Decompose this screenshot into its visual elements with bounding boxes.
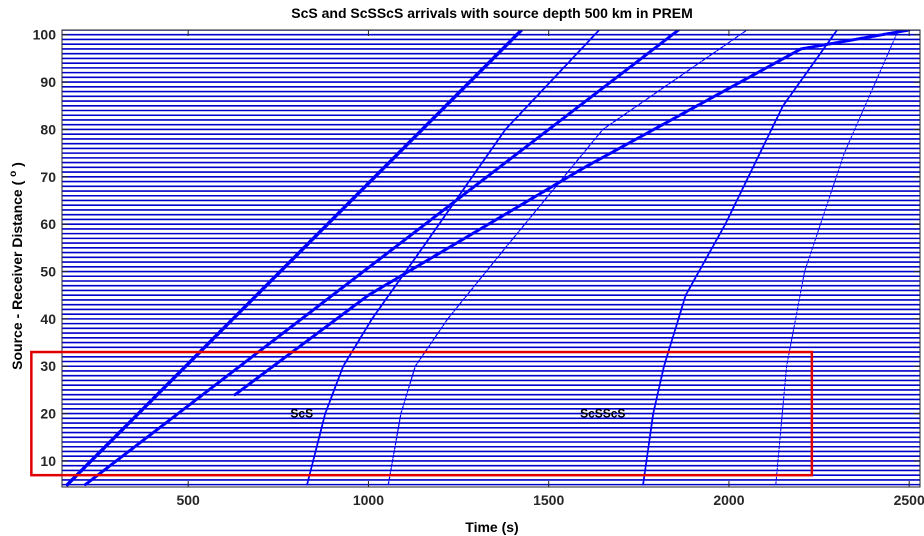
x-tick-label: 1500 [533, 492, 564, 508]
arrival-branch-1 [65, 30, 524, 487]
arrival-branch-5 [642, 30, 838, 486]
axes: 500 1000 1500 2000 2500 10 20 30 40 50 60 70 80 90 100 [33, 27, 924, 508]
phase-annotation: ScS [290, 407, 313, 421]
axes-frame [61, 29, 921, 488]
y-tick-label: 30 [40, 358, 56, 374]
phase-annotation: ScSScS [580, 407, 625, 421]
y-tick-label: 100 [33, 27, 57, 43]
x-tick-label: 2500 [894, 492, 924, 508]
x-tick-label: 1000 [353, 492, 384, 508]
y-tick-label: 50 [40, 264, 56, 280]
chart-title: ScS and ScSScS arrivals with source dept… [291, 5, 692, 21]
y-tick-label: 90 [40, 74, 56, 90]
arrival-branch-2 [83, 30, 680, 487]
highlight-box [30, 350, 814, 477]
y-tick-label: 40 [40, 311, 56, 327]
y-tick-label: 60 [40, 216, 56, 232]
arrival-branch-6 [775, 30, 899, 486]
arrival-branch-7 [233, 30, 911, 397]
y-tick-label: 80 [40, 121, 56, 137]
arrival-branch-4 [387, 30, 748, 486]
x-tick-label: 500 [176, 492, 200, 508]
x-tick-label: 2000 [713, 492, 744, 508]
x-axis-label: Time (s) [465, 519, 518, 535]
y-tick-label: 20 [40, 406, 56, 422]
y-axis-label: Source - Receiver Distance ( o ) [8, 162, 25, 370]
arrival-branch-3 [306, 30, 601, 486]
y-tick-label: 10 [40, 453, 56, 469]
plot-area: ScS ScSScS [62, 30, 920, 487]
y-tick-label: 70 [40, 169, 56, 185]
